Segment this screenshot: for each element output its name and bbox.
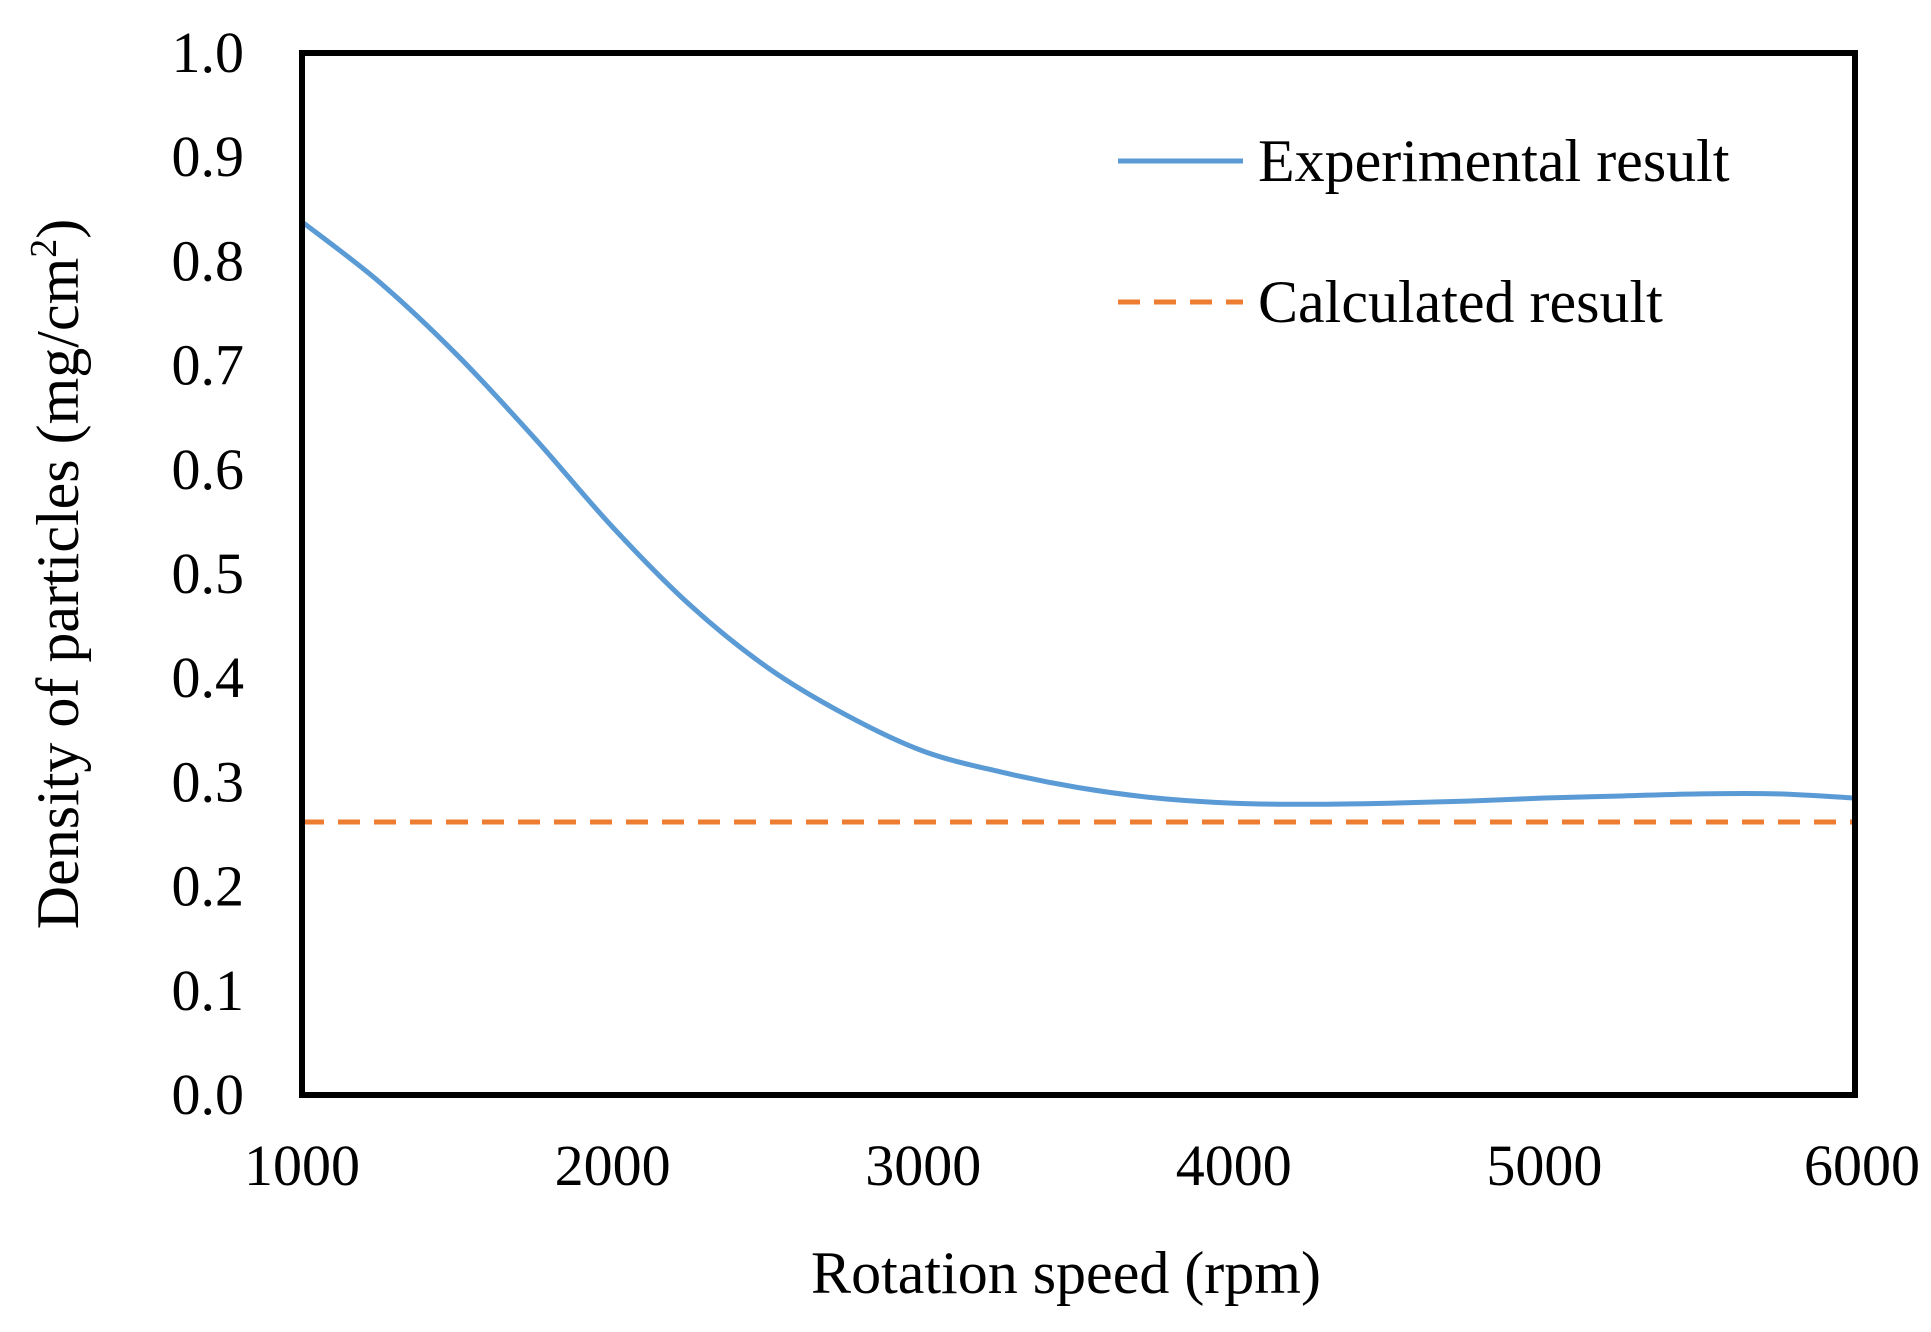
x-axis-title: Rotation speed (rpm) bbox=[811, 1240, 1321, 1306]
legend: Experimental result Calculated result bbox=[1118, 128, 1730, 335]
y-tick-label: 0.9 bbox=[172, 124, 245, 189]
y-tick-label: 0.4 bbox=[172, 645, 245, 710]
x-tick-label: 1000 bbox=[244, 1133, 360, 1198]
series-experimental-line bbox=[300, 219, 1856, 807]
y-axis-title: Density of particles (mg/cm2) bbox=[23, 219, 91, 929]
series-layer bbox=[300, 219, 1856, 825]
x-tick-label: 6000 bbox=[1804, 1133, 1920, 1198]
y-tick-label: 0.5 bbox=[172, 541, 245, 606]
plot-area-frame bbox=[299, 50, 1858, 1098]
x-tick-label: 5000 bbox=[1486, 1133, 1602, 1198]
y-tick-label: 0.2 bbox=[172, 854, 245, 919]
y-tick-label: 1.0 bbox=[172, 20, 245, 85]
y-tick-label: 0.3 bbox=[172, 749, 245, 814]
y-tick-label: 0.6 bbox=[172, 437, 245, 502]
legend-label-experimental: Experimental result bbox=[1258, 128, 1730, 194]
y-tick-label: 0.8 bbox=[172, 228, 245, 293]
legend-label-calculated: Calculated result bbox=[1258, 269, 1663, 335]
y-tick-label: 0.1 bbox=[172, 958, 245, 1023]
x-tick-label: 2000 bbox=[555, 1133, 671, 1198]
y-axis-title-close: ) bbox=[25, 219, 91, 239]
x-tick-labels: 1000 2000 3000 4000 5000 6000 bbox=[244, 1133, 1920, 1198]
y-tick-label: 0.7 bbox=[172, 333, 245, 398]
y-axis-title-superscript: 2 bbox=[23, 239, 65, 258]
y-tick-label: 0.0 bbox=[172, 1062, 245, 1127]
y-tick-labels: 0.0 0.1 0.2 0.3 0.4 0.5 0.6 0.7 0.8 0.9 1.0 bbox=[172, 20, 245, 1127]
x-tick-label: 3000 bbox=[865, 1133, 981, 1198]
x-tick-label: 4000 bbox=[1176, 1133, 1292, 1198]
y-axis-title-main: Density of particles (mg/cm bbox=[25, 258, 91, 929]
